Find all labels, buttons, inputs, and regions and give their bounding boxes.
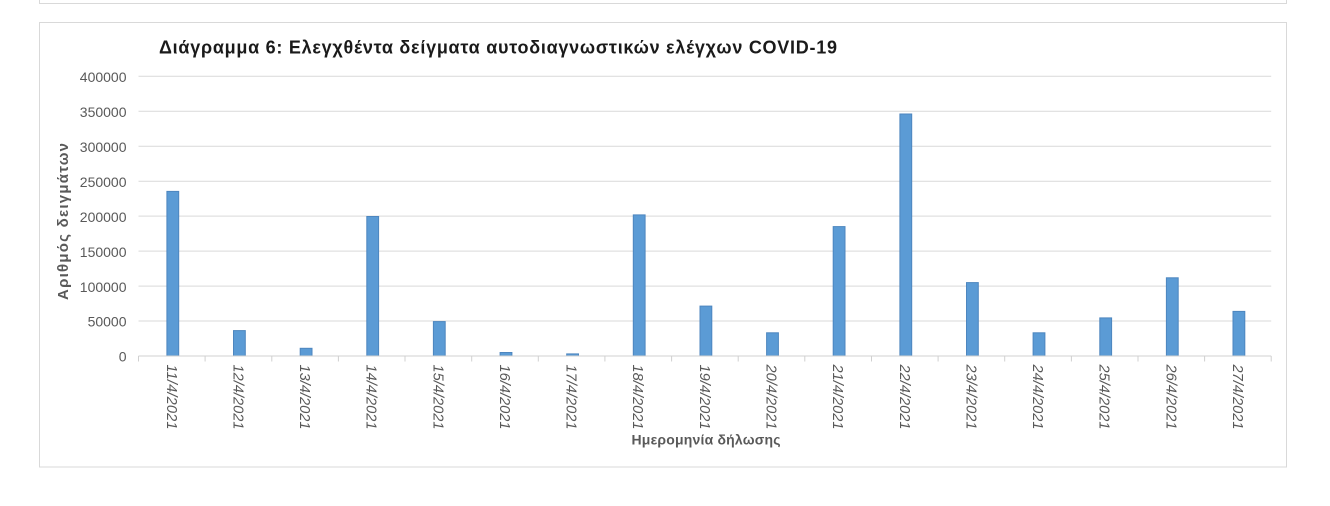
svg-text:11/4/2021: 11/4/2021: [163, 365, 179, 430]
svg-text:27/4/2021: 27/4/2021: [1229, 364, 1245, 430]
svg-text:150000: 150000: [80, 244, 127, 260]
svg-text:50000: 50000: [88, 314, 127, 330]
svg-text:24/4/2021: 24/4/2021: [1029, 364, 1045, 430]
svg-text:250000: 250000: [80, 174, 127, 190]
svg-text:18/4/2021: 18/4/2021: [629, 365, 645, 430]
svg-text:400000: 400000: [80, 69, 127, 85]
svg-text:100000: 100000: [80, 279, 127, 295]
svg-text:Διάγραμμα 6: Ελεγχθέντα δείγμα: Διάγραμμα 6: Ελεγχθέντα δείγματα αυτοδια…: [159, 38, 837, 58]
svg-text:13/4/2021: 13/4/2021: [296, 365, 312, 430]
svg-text:20/4/2021: 20/4/2021: [763, 364, 779, 430]
svg-text:17/4/2021: 17/4/2021: [563, 365, 579, 430]
svg-text:14/4/2021: 14/4/2021: [363, 365, 379, 430]
svg-text:15/4/2021: 15/4/2021: [429, 365, 445, 430]
svg-text:Ημερομηνία δήλωσης: Ημερομηνία δήλωσης: [632, 432, 781, 448]
svg-text:200000: 200000: [80, 209, 127, 225]
svg-text:16/4/2021: 16/4/2021: [496, 365, 512, 430]
svg-text:0: 0: [119, 349, 127, 365]
svg-text:19/4/2021: 19/4/2021: [696, 365, 712, 430]
svg-text:350000: 350000: [80, 104, 127, 120]
svg-text:300000: 300000: [80, 139, 127, 155]
svg-text:21/4/2021: 21/4/2021: [829, 364, 845, 430]
svg-text:25/4/2021: 25/4/2021: [1096, 364, 1112, 430]
svg-text:22/4/2021: 22/4/2021: [896, 364, 912, 430]
svg-text:Αριθμός δειγμάτων: Αριθμός δειγμάτων: [55, 143, 72, 300]
svg-text:23/4/2021: 23/4/2021: [962, 364, 978, 430]
svg-text:26/4/2021: 26/4/2021: [1162, 364, 1178, 430]
svg-text:12/4/2021: 12/4/2021: [229, 365, 245, 430]
